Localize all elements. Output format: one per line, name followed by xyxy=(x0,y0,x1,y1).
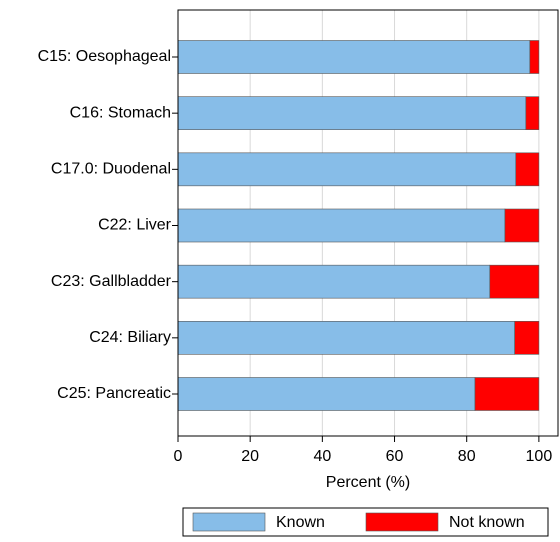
y-tick-label: C22: Liver xyxy=(98,217,172,234)
y-tick-label: C17.0: Duodenal xyxy=(51,161,171,178)
bar-segment xyxy=(529,40,540,74)
bar-segment xyxy=(177,208,506,243)
y-tick-label: C25: Pancreatic xyxy=(57,385,171,402)
bar-segment xyxy=(474,377,540,411)
x-tick-label: 80 xyxy=(458,448,476,465)
bar-segment xyxy=(489,264,540,299)
bar-segment xyxy=(177,152,517,187)
bar-segment xyxy=(177,40,531,74)
x-tick-label: 60 xyxy=(386,448,404,465)
bar-segment xyxy=(515,152,540,187)
x-axis-label: Percent (%) xyxy=(326,474,410,491)
bar-segment xyxy=(525,96,540,130)
x-tick-label: 100 xyxy=(526,448,553,465)
bar-segment xyxy=(177,264,491,299)
y-tick-label: C23: Gallbladder xyxy=(51,273,172,290)
bar-segment xyxy=(177,96,527,130)
plot-frame xyxy=(177,9,559,437)
x-tick-label: 0 xyxy=(174,448,183,465)
x-tick-label: 20 xyxy=(241,448,259,465)
legend-swatch xyxy=(192,512,266,532)
y-tick-label: C24: Biliary xyxy=(89,329,171,346)
x-tick-label: 40 xyxy=(313,448,331,465)
bar-segment xyxy=(514,321,540,355)
bar-segment xyxy=(177,321,515,355)
y-tick-label: C15: Oesophageal xyxy=(38,48,171,65)
legend-label: Known xyxy=(276,514,325,531)
legend-label: Not known xyxy=(449,514,525,531)
bar-segment xyxy=(177,377,476,411)
legend-swatch xyxy=(365,512,439,532)
y-tick-label: C16: Stomach xyxy=(70,104,171,121)
bar-segment xyxy=(504,208,540,243)
